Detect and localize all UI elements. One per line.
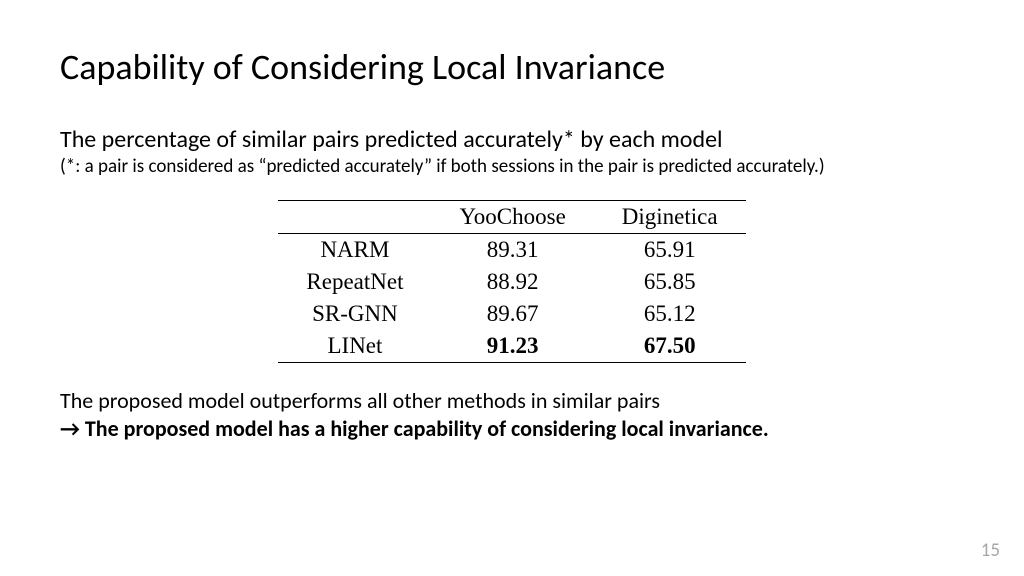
slide: Capability of Considering Local Invarian… <box>0 0 1024 576</box>
subtitle-text: The percentage of similar pairs predicte… <box>60 125 964 155</box>
table-row: NARM 89.31 65.91 <box>278 233 745 266</box>
table-header-empty <box>278 200 431 233</box>
model-cell: NARM <box>278 233 431 266</box>
table-header-col2: Diginetica <box>594 200 746 233</box>
table-row: SR-GNN 89.67 65.12 <box>278 298 745 330</box>
value-cell: 67.50 <box>594 330 746 363</box>
value-cell: 65.85 <box>594 266 746 298</box>
table-header-col1: YooChoose <box>431 200 593 233</box>
slide-title: Capability of Considering Local Invarian… <box>60 45 964 89</box>
table-container: YooChoose Diginetica NARM 89.31 65.91 Re… <box>60 200 964 363</box>
value-cell: 89.31 <box>431 233 593 266</box>
value-cell: 91.23 <box>431 330 593 363</box>
model-cell: SR-GNN <box>278 298 431 330</box>
value-cell: 65.91 <box>594 233 746 266</box>
value-cell: 88.92 <box>431 266 593 298</box>
page-number: 15 <box>981 539 1000 562</box>
results-table: YooChoose Diginetica NARM 89.31 65.91 Re… <box>278 200 745 363</box>
footnote-text: (*: a pair is considered as “predicted a… <box>60 155 964 180</box>
table-header-row: YooChoose Diginetica <box>278 200 745 233</box>
value-cell: 65.12 <box>594 298 746 330</box>
value-cell: 89.67 <box>431 298 593 330</box>
model-cell: LINet <box>278 330 431 363</box>
table-row: LINet 91.23 67.50 <box>278 330 745 363</box>
conclusion-line1: The proposed model outperforms all other… <box>60 387 964 416</box>
model-cell: RepeatNet <box>278 266 431 298</box>
table-row: RepeatNet 88.92 65.85 <box>278 266 745 298</box>
conclusion-line2: → The proposed model has a higher capabi… <box>60 415 964 444</box>
